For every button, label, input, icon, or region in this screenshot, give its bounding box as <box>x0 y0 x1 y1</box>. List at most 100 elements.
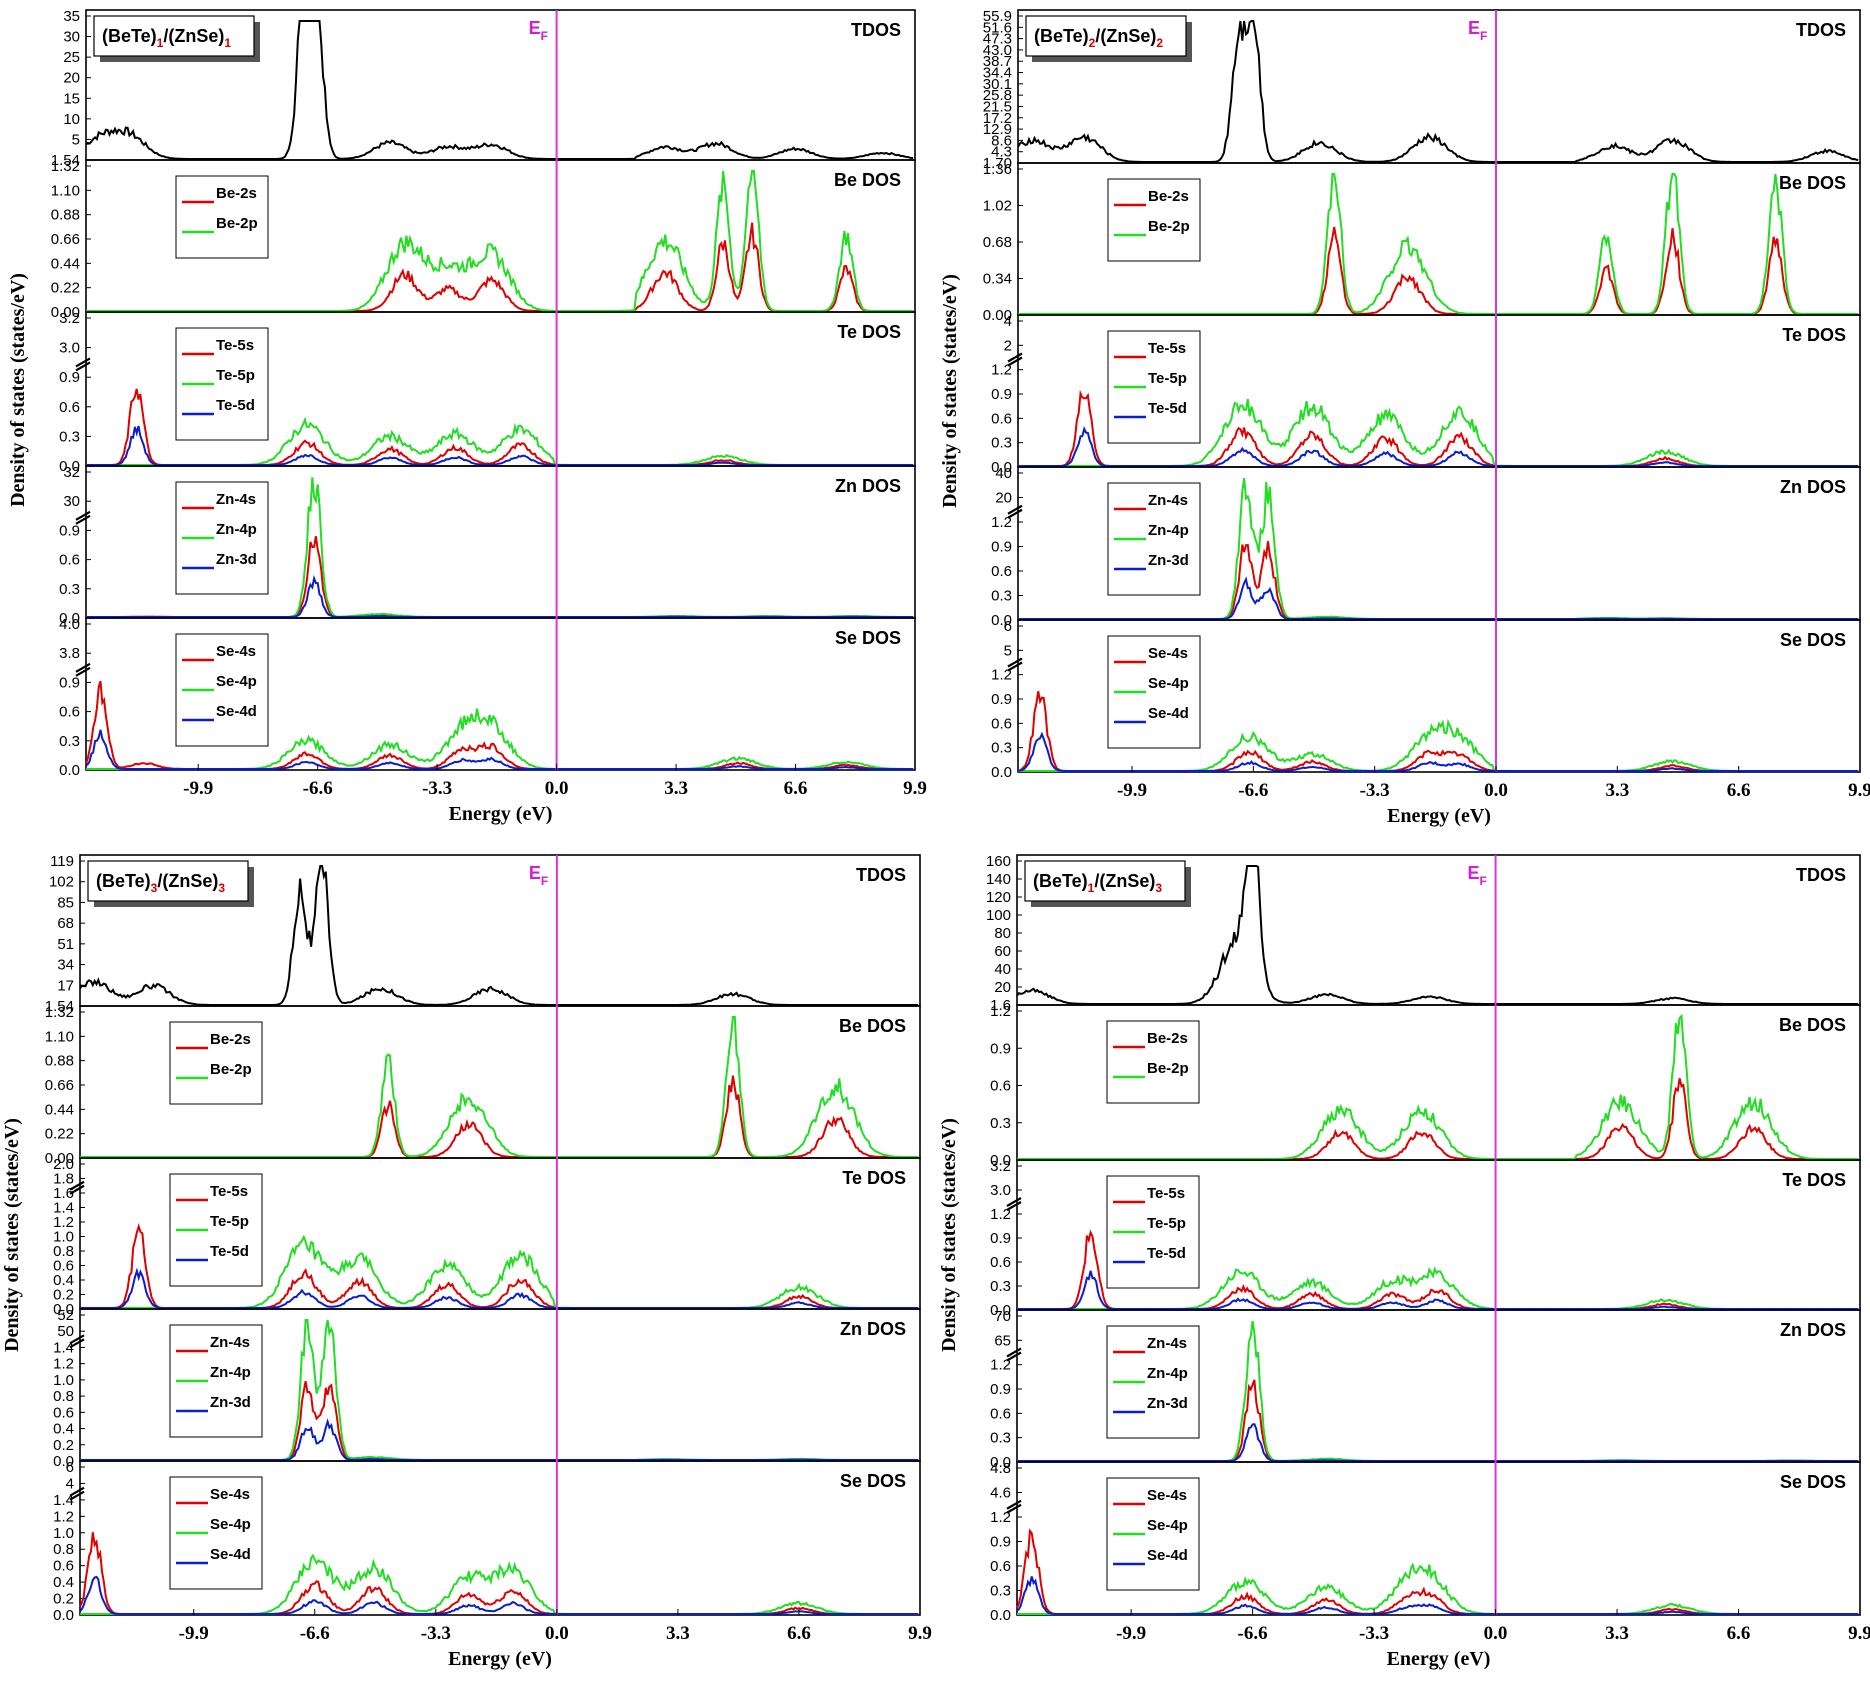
y-tick-label: 35 <box>63 8 80 25</box>
y-tick-label: 1.54 <box>51 152 80 169</box>
legend-box <box>1106 1020 1200 1104</box>
y-tick-label: 1.8 <box>53 1171 74 1188</box>
row-se-dos: 4.8 4.6 1.2 0.9 0.6 0.3 0.0 Se DOS Se-4s Se-4p Se-… <box>990 1460 1861 1624</box>
y-axis-label: Density of states (states/eV) <box>7 273 29 507</box>
y-tick-label: 1.36 <box>983 161 1012 178</box>
y-tick-label: 0.4 <box>53 1574 74 1591</box>
series-te-5d <box>1018 426 1859 467</box>
y-tick-label: 0.6 <box>53 1404 74 1421</box>
system-label: (BeTe)2/(ZnSe)2 <box>1034 26 1163 50</box>
x-tick-label: -3.3 <box>421 1623 451 1644</box>
y-tick-label: 0.2 <box>53 1287 74 1304</box>
x-tick-label: -3.3 <box>1359 1623 1389 1644</box>
series-zn-3d <box>1018 576 1859 620</box>
y-tick-label: 17 <box>57 977 74 994</box>
y-tick-label: 0.3 <box>991 435 1012 452</box>
y-tick-label: 2.0 <box>53 1156 74 1173</box>
y-tick-label: 0.6 <box>59 552 80 569</box>
y-tick-label: 0.0 <box>991 459 1012 476</box>
row-title: Be DOS <box>1779 173 1846 193</box>
legend-label: Se-4d <box>1148 705 1189 722</box>
row-be-dos: 1.32 1.10 0.88 0.66 0.44 0.22 0.00 Be DOS Be-2s B… <box>45 1004 921 1167</box>
y-tick-label: 5 <box>72 131 80 148</box>
y-tick-label: 0.34 <box>983 271 1012 288</box>
y-tick-label: 51 <box>57 936 74 953</box>
legend-label: Te-5s <box>1148 340 1186 357</box>
y-tick-label: 20 <box>994 979 1011 996</box>
y-tick-label: 1.2 <box>53 1508 74 1525</box>
x-tick-label: 0.0 <box>1484 780 1508 801</box>
axis-break-mark <box>69 1334 85 1349</box>
legend-label: Te-5s <box>1147 1185 1185 1202</box>
y-tick-label: 40 <box>994 961 1011 978</box>
legend-box <box>169 1021 263 1105</box>
series-se-4d <box>79 1575 919 1615</box>
y-tick-label: 0.3 <box>990 1583 1011 1600</box>
legend-label: Zn-4s <box>1148 492 1188 509</box>
fermi-label: E <box>529 863 541 883</box>
system-label-part: (BeTe) <box>96 871 151 891</box>
y-tick-label: 0.0 <box>59 762 80 779</box>
y-tick-label: 0.9 <box>59 522 80 539</box>
y-tick-label: 0.9 <box>991 539 1012 556</box>
axis-break-mark <box>1007 504 1023 519</box>
y-tick-label: 1.0 <box>53 1525 74 1542</box>
x-tick-label: 3.3 <box>664 778 688 799</box>
y-tick-label: 0.2 <box>53 1591 74 1608</box>
system-label-part: /(ZnSe) <box>1095 26 1156 46</box>
y-tick-label: 1.4 <box>53 1200 74 1217</box>
y-tick-label: 80 <box>994 925 1011 942</box>
row-title: TDOS <box>851 20 901 40</box>
y-tick-label: 51.6 <box>983 19 1012 36</box>
y-tick-label: 1.54 <box>45 998 74 1015</box>
y-tick-label: 3.8 <box>59 645 80 662</box>
series-se-4d <box>1016 1576 1859 1615</box>
y-tick-label: 1.2 <box>53 1356 74 1373</box>
y-tick-label: 30 <box>63 493 80 510</box>
row-title: Be DOS <box>834 170 901 190</box>
y-tick-label: 0.00 <box>45 1150 74 1167</box>
y-tick-label: 100 <box>986 907 1011 924</box>
x-axis-label: Energy (eV) <box>448 1648 552 1670</box>
x-tick-label: -3.3 <box>1360 780 1390 801</box>
row-title: Zn DOS <box>835 476 901 496</box>
row-title: Se DOS <box>1780 630 1846 650</box>
system-label-part: /(ZnSe) <box>1094 871 1155 891</box>
legend-label: Zn-3d <box>1147 1395 1188 1412</box>
y-tick-label: 0.3 <box>59 581 80 598</box>
row-title: Se DOS <box>1780 1472 1846 1492</box>
y-tick-label: 0.9 <box>59 369 80 386</box>
series-zn-3d <box>80 1418 919 1461</box>
y-tick-label: 0.0 <box>990 1607 1011 1624</box>
y-tick-label: 0.0 <box>59 610 80 627</box>
y-tick-label: 0.3 <box>59 733 80 750</box>
y-tick-label: 50 <box>57 1323 74 1340</box>
legend-box <box>169 1173 263 1287</box>
y-tick-label: 0.9 <box>991 386 1012 403</box>
y-tick-label: 0.22 <box>45 1126 74 1143</box>
legend-label: Be-2p <box>216 215 258 232</box>
series-be-2p <box>80 1016 919 1158</box>
row-te-dos: 3.2 3.0 0.9 0.6 0.3 0.0 Te DOS Te-5s Te-5p Te-5d <box>59 310 916 475</box>
axis-break-mark <box>1007 657 1023 672</box>
y-tick-label: 0.0 <box>53 1607 74 1624</box>
system-box <box>93 15 255 57</box>
legend-label: Be-2p <box>1147 1060 1189 1077</box>
row-frame <box>1016 1461 1861 1616</box>
y-tick-label: 3.2 <box>990 1158 1011 1175</box>
row-se-dos: 6 5 1.2 0.9 0.6 0.3 0.0 Se DOS Se-4s Se-4p Se-4d <box>991 618 1861 781</box>
x-tick-label: 6.6 <box>784 778 808 799</box>
y-tick-label: 4 <box>1004 313 1012 330</box>
row-title: Te DOS <box>837 322 901 342</box>
axis-break-mark <box>75 357 91 372</box>
x-tick-label: 9.9 <box>908 1623 932 1644</box>
y-tick-label: 1.2 <box>991 514 1012 531</box>
x-tick-label: -6.6 <box>1238 1623 1268 1644</box>
y-tick-label: 1.0 <box>53 1229 74 1246</box>
axis-break-mark <box>1006 1499 1022 1514</box>
system-label: (BeTe)1/(ZnSe)1 <box>102 26 231 50</box>
y-tick-label: 0.3 <box>991 588 1012 605</box>
system-label-part: (BeTe) <box>102 26 157 46</box>
system-box <box>1025 15 1187 57</box>
legend-label: Be-2s <box>1148 188 1189 205</box>
